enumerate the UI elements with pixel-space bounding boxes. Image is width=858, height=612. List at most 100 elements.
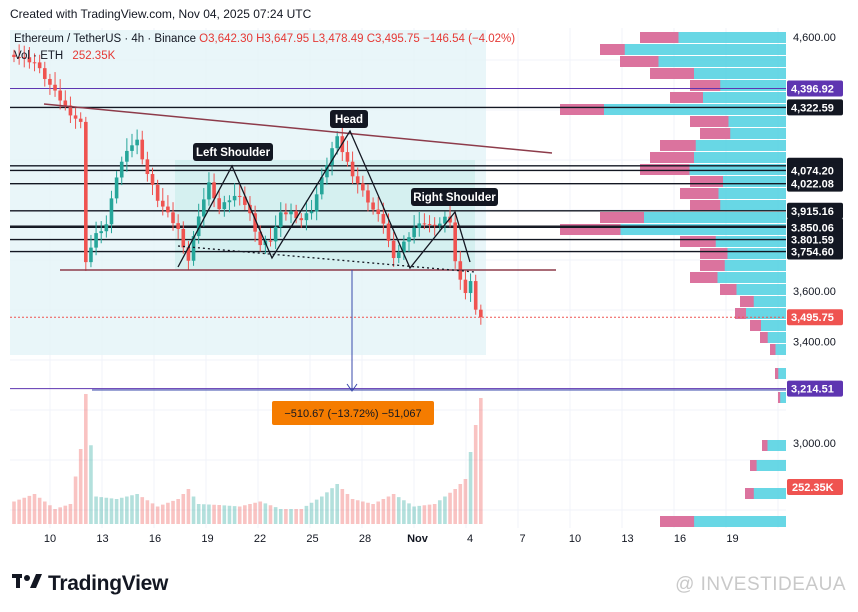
tradingview-logo[interactable]: TradingView [12, 572, 168, 596]
volume-bar [237, 506, 242, 524]
volume-bar [125, 496, 129, 524]
candle-body [160, 200, 165, 207]
candle-body [350, 161, 355, 177]
volume-profile-down-bar [650, 68, 694, 79]
head-label-box [330, 110, 368, 128]
volume-bar [248, 504, 252, 524]
candle-body [155, 184, 160, 201]
volume-bar [361, 501, 365, 524]
volume-bar [437, 500, 442, 524]
candle-body [140, 139, 145, 160]
candle-body [402, 241, 406, 253]
volume-bar [253, 502, 257, 524]
volume-bar [155, 506, 160, 524]
candle-body [422, 223, 427, 225]
price-level-label: 3,754.60 [791, 247, 834, 259]
volume-bar [176, 499, 180, 524]
volume-bar [243, 505, 247, 524]
volume-profile-down-bar [745, 488, 754, 499]
candle-body [89, 247, 93, 263]
volume-bar [130, 495, 134, 524]
ohlc-low: L3,478.49 [312, 33, 364, 45]
volume-bar [345, 494, 350, 524]
candle-body [417, 223, 422, 228]
volume-profile-down-bar [750, 460, 757, 471]
candle-body [473, 281, 478, 310]
volume-bar [94, 496, 98, 524]
volume-profile-up-bar [700, 248, 786, 259]
y-tick-label: 3,600.00 [793, 286, 836, 298]
volume-profile-down-bar [680, 188, 719, 199]
candle-body [37, 62, 42, 69]
volume-bar [22, 497, 27, 524]
candle-body [125, 150, 129, 162]
volume-profile-up-bar [670, 92, 786, 103]
volume-bar [391, 494, 396, 524]
volume-bar [232, 506, 237, 524]
volume-bar [37, 497, 42, 524]
ohlc-change: −146.54 (−4.02%) [423, 33, 516, 45]
candle-body [453, 222, 457, 262]
right-shoulder-label-text: Right Shoulder [413, 192, 496, 204]
volume-profile-down-bar [760, 332, 768, 343]
price-level-tag [787, 175, 843, 192]
volume-bar [181, 494, 186, 524]
left-shoulder-label-text: Left Shoulder [196, 147, 271, 159]
candle-body [78, 118, 83, 122]
volume-bar [196, 504, 201, 524]
candle-body [371, 202, 375, 210]
volume-bar [422, 505, 427, 524]
volume-bar [186, 489, 191, 524]
volume-profile-up-bar [735, 308, 786, 319]
candle-body [17, 57, 21, 59]
candle-body [299, 218, 304, 221]
volume-bar [202, 504, 206, 524]
candle-body [181, 228, 186, 248]
volume-bar [160, 504, 165, 524]
volume-tag-label: 252.35K [792, 482, 834, 494]
candle-body [42, 68, 47, 79]
upper-trendline [43, 103, 553, 154]
volume-value: 252.35K [72, 50, 116, 62]
volume-bar [294, 509, 298, 524]
volume-bar [335, 484, 339, 524]
symbol-name: Ethereum / TetherUS · 4h · Binance [14, 33, 196, 45]
volume-bar [135, 494, 139, 524]
volume-bar [58, 507, 62, 524]
volume-profile-down-bar [560, 224, 621, 235]
volume-profile-up-bar [640, 164, 786, 175]
candle-body [314, 194, 319, 212]
volume-bar [396, 497, 401, 524]
x-tick-label: 16 [149, 533, 161, 545]
price-level-label: 4,322.59 [791, 102, 834, 114]
candle-body [186, 247, 191, 261]
volume-bar [386, 496, 391, 524]
volume-bar [166, 502, 170, 524]
volume-profile-down-bar [640, 164, 690, 175]
price-level-tag [787, 162, 843, 179]
x-tick-label: 7 [519, 533, 525, 545]
volume-profile-up-bar [650, 152, 786, 163]
volume-bar [432, 504, 437, 524]
volume-profile-down-bar [700, 248, 728, 259]
candle-body [150, 174, 155, 185]
candle-body [114, 177, 119, 199]
price-chart[interactable]: Left Shoulder Head Right Shoulder −510.67 (… [0, 0, 858, 560]
volume-bar [463, 479, 468, 524]
x-tick-label: 4 [467, 533, 473, 545]
right-shoulder-label-box [411, 188, 498, 206]
y-tick-label: 3,000.00 [793, 438, 836, 450]
head-label-text: Head [335, 114, 363, 126]
candle-body [196, 216, 201, 237]
volume-profile-down-bar [690, 80, 721, 91]
volume-profile-up-bar [640, 32, 786, 43]
volume-label: Vol · ETH [14, 50, 64, 62]
ohlc-open: O3,642.30 [199, 33, 253, 45]
candle-body [222, 202, 227, 210]
volume-bar [12, 501, 16, 524]
price-level-tag [787, 243, 843, 260]
candle-body [109, 198, 114, 225]
candle-body [58, 90, 62, 101]
volume-bar [48, 505, 52, 524]
volume-bar [314, 499, 319, 524]
